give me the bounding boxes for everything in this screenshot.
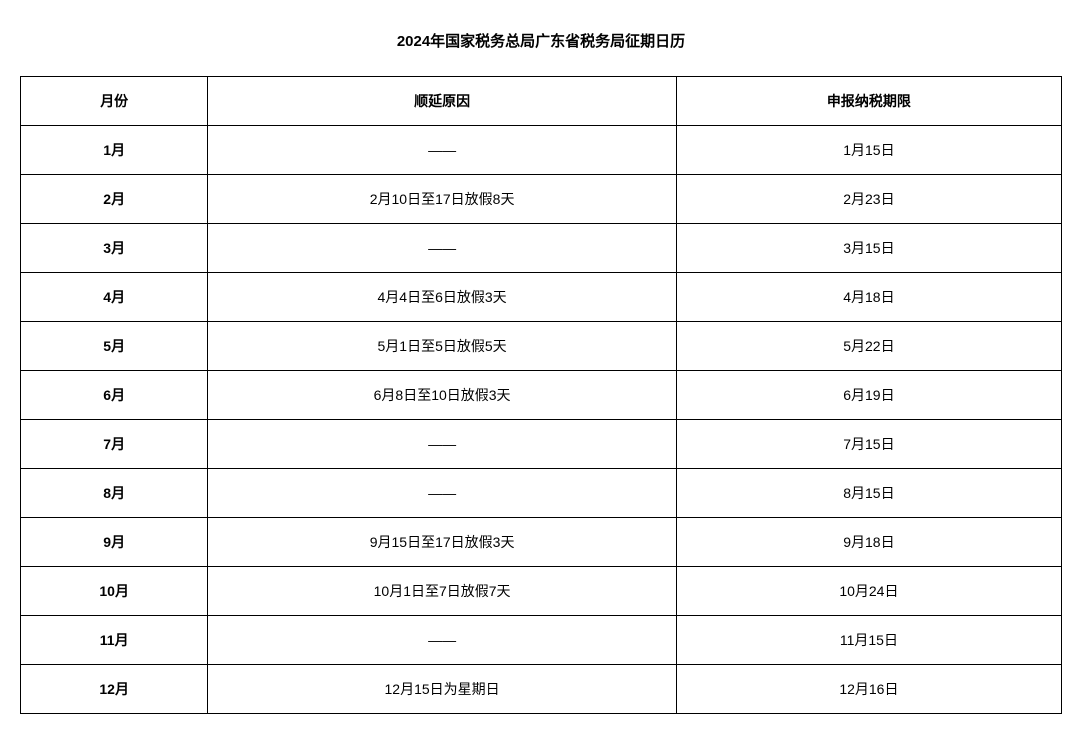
cell-month: 11月	[21, 616, 208, 665]
table-row: 7月——7月15日	[21, 420, 1062, 469]
cell-month: 5月	[21, 322, 208, 371]
cell-reason: 6月8日至10日放假3天	[208, 371, 676, 420]
column-header-reason: 顺延原因	[208, 77, 676, 126]
cell-month: 6月	[21, 371, 208, 420]
cell-deadline: 2月23日	[676, 175, 1061, 224]
cell-month: 8月	[21, 469, 208, 518]
table-row: 6月6月8日至10日放假3天6月19日	[21, 371, 1062, 420]
cell-deadline: 8月15日	[676, 469, 1061, 518]
cell-deadline: 10月24日	[676, 567, 1061, 616]
cell-deadline: 7月15日	[676, 420, 1061, 469]
table-row: 4月4月4日至6日放假3天4月18日	[21, 273, 1062, 322]
table-row: 8月——8月15日	[21, 469, 1062, 518]
table-row: 5月5月1日至5日放假5天5月22日	[21, 322, 1062, 371]
cell-reason: ——	[208, 126, 676, 175]
cell-deadline: 6月19日	[676, 371, 1061, 420]
table-row: 12月12月15日为星期日12月16日	[21, 665, 1062, 714]
cell-deadline: 11月15日	[676, 616, 1061, 665]
table-header-row: 月份 顺延原因 申报纳税期限	[21, 77, 1062, 126]
cell-reason: 10月1日至7日放假7天	[208, 567, 676, 616]
table-row: 3月——3月15日	[21, 224, 1062, 273]
cell-deadline: 3月15日	[676, 224, 1061, 273]
table-row: 9月9月15日至17日放假3天9月18日	[21, 518, 1062, 567]
table-row: 1月——1月15日	[21, 126, 1062, 175]
cell-month: 7月	[21, 420, 208, 469]
cell-month: 3月	[21, 224, 208, 273]
cell-deadline: 9月18日	[676, 518, 1061, 567]
table-body: 1月——1月15日2月2月10日至17日放假8天2月23日3月——3月15日4月…	[21, 126, 1062, 714]
cell-reason: 2月10日至17日放假8天	[208, 175, 676, 224]
cell-reason: 12月15日为星期日	[208, 665, 676, 714]
cell-reason: 4月4日至6日放假3天	[208, 273, 676, 322]
table-row: 10月10月1日至7日放假7天10月24日	[21, 567, 1062, 616]
table-row: 2月2月10日至17日放假8天2月23日	[21, 175, 1062, 224]
cell-reason: ——	[208, 616, 676, 665]
column-header-deadline: 申报纳税期限	[676, 77, 1061, 126]
cell-deadline: 5月22日	[676, 322, 1061, 371]
cell-reason: ——	[208, 224, 676, 273]
cell-month: 10月	[21, 567, 208, 616]
page-title: 2024年国家税务总局广东省税务局征期日历	[20, 30, 1062, 51]
cell-deadline: 1月15日	[676, 126, 1061, 175]
cell-deadline: 12月16日	[676, 665, 1061, 714]
tax-calendar-table: 月份 顺延原因 申报纳税期限 1月——1月15日2月2月10日至17日放假8天2…	[20, 76, 1062, 714]
cell-month: 9月	[21, 518, 208, 567]
cell-reason: ——	[208, 420, 676, 469]
cell-reason: 9月15日至17日放假3天	[208, 518, 676, 567]
cell-month: 12月	[21, 665, 208, 714]
cell-month: 1月	[21, 126, 208, 175]
cell-reason: ——	[208, 469, 676, 518]
cell-month: 2月	[21, 175, 208, 224]
cell-deadline: 4月18日	[676, 273, 1061, 322]
table-row: 11月——11月15日	[21, 616, 1062, 665]
cell-month: 4月	[21, 273, 208, 322]
cell-reason: 5月1日至5日放假5天	[208, 322, 676, 371]
column-header-month: 月份	[21, 77, 208, 126]
